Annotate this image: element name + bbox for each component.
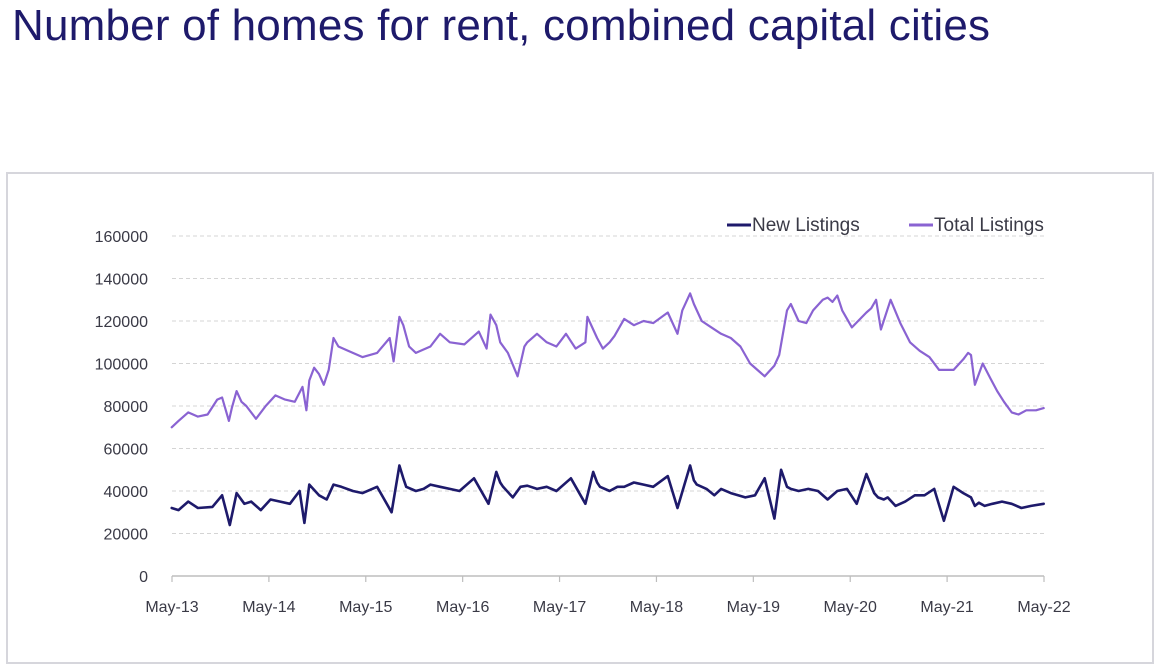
x-tick-label: May-18: [630, 599, 683, 616]
x-tick-label: May-21: [920, 599, 973, 616]
x-tick-label: May-20: [824, 599, 877, 616]
y-tick-label: 40000: [104, 484, 149, 501]
grid-layer: [172, 235, 1044, 534]
y-tick-label: 0: [139, 569, 148, 586]
chart-frame: 0 20000 40000 60000 80000 100000 120000 140000 1…: [6, 172, 1154, 664]
x-tick-label: May-15: [339, 599, 392, 616]
x-tick-label: May-19: [727, 599, 780, 616]
y-tick-label: 20000: [104, 527, 149, 544]
x-tick-label: May-17: [533, 599, 586, 616]
y-tick-label: 100000: [95, 357, 148, 374]
y-tick-label: 120000: [95, 314, 148, 331]
axis-layer: 0 20000 40000 60000 80000 100000 120000 140000 1…: [95, 229, 1071, 616]
legend: New Listings Total Listings: [727, 215, 1044, 236]
y-tick-label: 60000: [104, 442, 149, 459]
page-title: Number of homes for rent, combined capit…: [12, 1, 991, 50]
legend-label-new-listings: New Listings: [752, 215, 860, 236]
y-tick-label: 160000: [95, 229, 148, 246]
series-line-total-listings: [170, 292, 1045, 429]
y-tick-label: 80000: [104, 399, 149, 416]
x-tick-label: May-22: [1017, 599, 1070, 616]
legend-label-total-listings: Total Listings: [934, 215, 1044, 236]
y-tick-label: 140000: [95, 272, 148, 289]
line-chart: 0 20000 40000 60000 80000 100000 120000 140000 1…: [95, 215, 1071, 616]
series-layer: [170, 292, 1045, 527]
x-tick-label: May-16: [436, 599, 489, 616]
series-line-new-listings: [170, 464, 1045, 527]
x-tick-label: May-14: [242, 599, 295, 616]
x-tick-label: May-13: [145, 599, 198, 616]
